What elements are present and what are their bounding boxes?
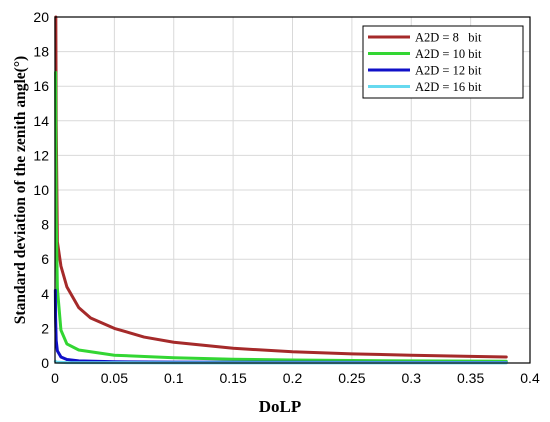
y-axis-label: Standard deviation of the zenith angle(°… [12,56,29,324]
y-tick-label: 4 [41,286,49,302]
y-tick-label: 0 [41,355,49,371]
y-tick-label: 8 [41,217,49,233]
x-tick-labels: 0 0.05 0.1 0.15 0.2 0.25 0.3 0.35 0.4 [51,370,540,386]
y-tick-label: 10 [33,182,49,198]
legend-label: A2D = 8 bit [415,31,482,45]
plot-frame [54,16,531,364]
x-tick-label: 0.1 [164,370,184,386]
x-tick-label: 0.3 [402,370,422,386]
x-tick-label: 0.15 [220,370,247,386]
y-tick-label: 16 [33,78,49,94]
x-tick-label: 0.25 [338,370,365,386]
y-tick-label: 12 [33,147,49,163]
legend: A2D = 8 bit A2D = 10 bit A2D = 12 bit A2D =… [362,25,524,99]
x-tick-label: 0.2 [283,370,303,386]
legend-label: A2D = 16 bit [415,80,482,94]
series-line-0 [54,15,508,359]
y-tick-label: 20 [33,9,49,25]
x-axis-label: DoLP [259,397,302,416]
series-line-1 [54,70,508,363]
y-tick-label: 6 [41,251,49,267]
grid [54,16,531,364]
y-tick-labels: 0 2 4 6 8 10 12 14 16 18 20 [33,9,49,371]
legend-label: A2D = 12 bit [415,64,482,78]
legend-label: A2D = 10 bit [415,47,482,61]
x-tick-label: 0 [51,370,59,386]
y-tick-label: 14 [33,113,49,129]
x-tick-label: 0.05 [101,370,128,386]
x-tick-label: 0.4 [520,370,540,386]
y-tick-label: 2 [41,320,49,336]
x-tick-label: 0.35 [457,370,484,386]
y-tick-label: 18 [33,44,49,60]
